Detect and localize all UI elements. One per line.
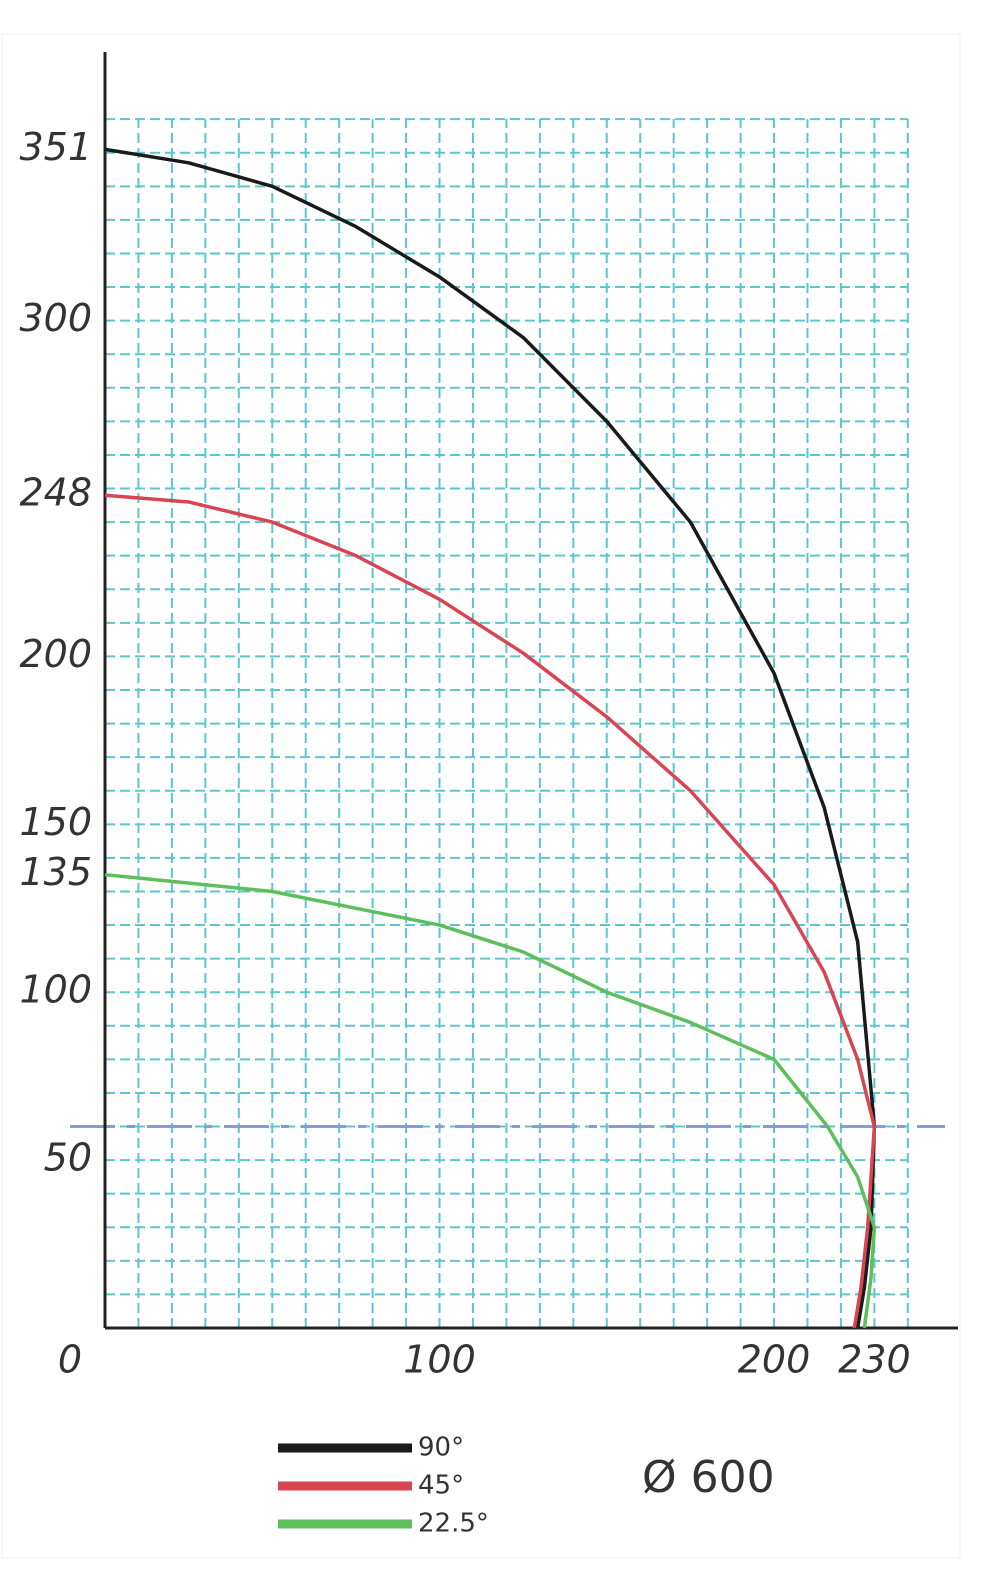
legend-label: 22.5° xyxy=(418,1509,489,1539)
y-tick-label: 150 xyxy=(19,800,92,844)
legend-label: 45° xyxy=(418,1471,464,1501)
y-tick-label: 300 xyxy=(19,296,92,340)
y-tick-label: 50 xyxy=(44,1136,92,1180)
x-tick-label: 0 xyxy=(58,1338,82,1382)
series-line xyxy=(104,872,877,1329)
y-tick-label: 248 xyxy=(19,471,92,515)
series-line xyxy=(104,493,877,1329)
x-tick-label: 100 xyxy=(403,1338,476,1382)
x-tick-label: 230 xyxy=(838,1338,911,1382)
y-tick-label: 200 xyxy=(19,632,92,676)
series-line xyxy=(104,147,877,1329)
y-tick-label: 100 xyxy=(19,968,92,1012)
y-tick-label: 351 xyxy=(19,125,92,169)
legend-label: 90° xyxy=(418,1433,464,1463)
y-tick-label: 135 xyxy=(19,850,92,894)
x-tick-label: 200 xyxy=(738,1338,811,1382)
annotation: Ø 600 xyxy=(642,1452,775,1503)
